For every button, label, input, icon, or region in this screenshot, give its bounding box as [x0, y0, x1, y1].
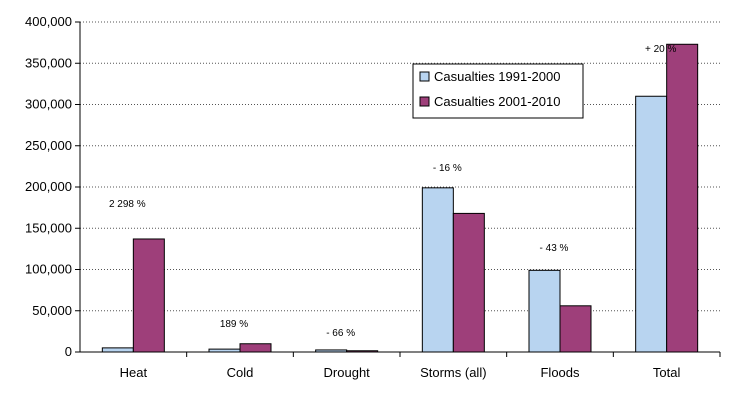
category-label: Total: [653, 365, 681, 380]
y-tick-label: 100,000: [25, 262, 72, 277]
y-tick-label: 250,000: [25, 138, 72, 153]
legend-label-2001-2010: Casualties 2001-2010: [434, 94, 560, 109]
y-tick-label: 300,000: [25, 97, 72, 112]
category-label: Drought: [324, 365, 371, 380]
bar-1991-2000: [101, 347, 134, 353]
axes: [79, 22, 721, 357]
bar-2001-2010: [346, 350, 379, 353]
bar-1991-2000: [421, 187, 454, 353]
percent-change-label: - 66 %: [326, 328, 355, 339]
legend-label-1991-2000: Casualties 1991-2000: [434, 69, 560, 84]
legend-swatch-1991-2000: [419, 71, 430, 82]
bar-2001-2010: [666, 43, 699, 353]
percent-change-label: + 20 %: [645, 44, 677, 55]
percent-change-label: 2 298 %: [109, 199, 146, 210]
bar-1991-2000: [635, 95, 668, 353]
legend-swatch-2001-2010: [419, 96, 430, 107]
category-label: Heat: [120, 365, 148, 380]
bar-2001-2010: [452, 212, 485, 353]
grid-lines: [75, 21, 720, 353]
y-tick-label: 50,000: [32, 303, 72, 318]
bars: [101, 43, 699, 353]
bar-1991-2000: [528, 269, 561, 353]
y-tick-label: 150,000: [25, 220, 72, 235]
bar-1991-2000: [208, 348, 241, 353]
y-tick-labels: 0 50,000 100,000 150,000 200,000 250,000 300,0…: [25, 14, 72, 359]
y-tick-label: 400,000: [25, 14, 72, 29]
y-tick-label: 0: [65, 344, 72, 359]
legend-box: [412, 63, 584, 119]
percent-change-annotations: 2 298 % 189 % - 66 % - 16 % - 43 % + 20 %: [109, 44, 676, 339]
percent-change-label: 189 %: [220, 319, 248, 330]
bar-2001-2010: [239, 343, 272, 353]
percent-change-label: - 16 %: [433, 163, 462, 174]
y-tick-label: 200,000: [25, 179, 72, 194]
y-tick-label: 350,000: [25, 55, 72, 70]
legend: Casualties 1991-2000 Casualties 2001-201…: [412, 63, 584, 119]
percent-change-label: - 43 %: [540, 243, 569, 254]
category-label: Cold: [227, 365, 254, 380]
category-label: Storms (all): [420, 365, 486, 380]
bar-2001-2010: [559, 305, 592, 353]
x-category-labels: Heat Cold Drought Storms (all) Floods Total: [120, 365, 681, 380]
bar-1991-2000: [315, 349, 348, 353]
bar-2001-2010: [132, 238, 165, 353]
category-label: Floods: [540, 365, 580, 380]
